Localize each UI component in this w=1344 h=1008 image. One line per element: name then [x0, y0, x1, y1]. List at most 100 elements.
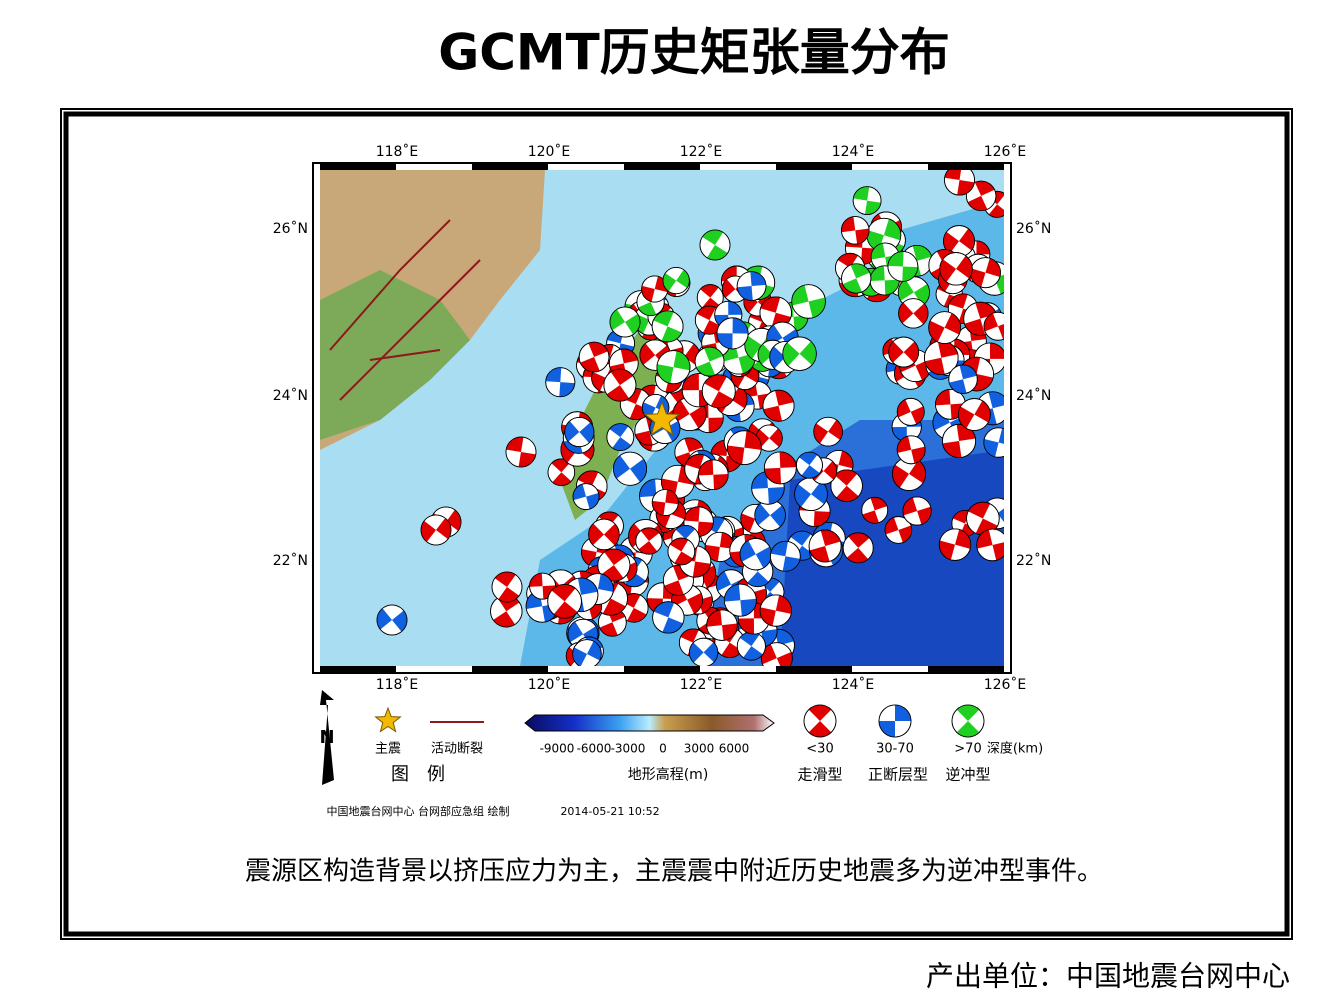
ball-quadrant	[577, 577, 598, 595]
ball-quadrant	[599, 622, 618, 637]
ball-outline	[782, 336, 817, 371]
ball-outline	[842, 532, 874, 564]
lon-label-bottom: 118˚E	[376, 676, 419, 693]
ball-quadrant	[717, 333, 733, 349]
mechanism-type: 正断层型	[868, 766, 928, 784]
ball-outline	[759, 594, 792, 627]
ball-quadrant	[656, 364, 674, 384]
ball-quadrant	[911, 446, 926, 464]
ball-outline	[572, 483, 600, 510]
ball-quadrant	[769, 346, 786, 369]
ball-quadrant	[377, 608, 392, 630]
fault	[369, 349, 441, 361]
focal-mechanism	[896, 397, 925, 426]
ball-quadrant	[673, 350, 691, 371]
ball-quadrant	[625, 572, 646, 587]
ball-quadrant	[653, 601, 675, 618]
colorbar-tick: -6000	[577, 742, 612, 756]
ball-quadrant	[728, 301, 742, 315]
ball-quadrant	[603, 523, 620, 546]
ball-quadrant	[976, 529, 993, 549]
legend-star	[374, 706, 402, 733]
ball-quadrant	[988, 391, 1004, 409]
ball-quadrant	[898, 279, 914, 301]
ball-quadrant	[506, 436, 524, 452]
frame-bar	[776, 666, 852, 672]
ball-quadrant	[696, 361, 716, 377]
ball-quadrant	[498, 587, 520, 602]
ball-outline	[603, 368, 637, 402]
frame-bar	[320, 666, 396, 672]
ball-quadrant	[639, 479, 657, 498]
ball-outline	[376, 604, 408, 636]
ball-outline	[841, 263, 872, 294]
colorbar-tick: 6000	[719, 742, 750, 756]
focal-mechanism	[888, 336, 920, 368]
focal-mechanism	[547, 584, 582, 619]
focal-mechanism	[376, 604, 408, 636]
ball-quadrant	[722, 279, 736, 298]
ball-quadrant	[675, 525, 696, 540]
ball-quadrant	[811, 481, 828, 505]
ball-quadrant	[706, 609, 722, 627]
focal-mechanism	[759, 594, 792, 627]
focal-mechanism	[884, 516, 913, 544]
focal-mechanism	[983, 311, 1004, 341]
ball-quadrant	[740, 513, 756, 533]
frame-bar	[320, 164, 396, 170]
ball-outline	[578, 341, 610, 373]
ball-outline	[841, 216, 870, 245]
caption: 震源区构造背景以挤压应力为主，主震震中附近历史地震多为逆冲型事件。	[245, 857, 1103, 887]
focal-mechanism	[965, 180, 997, 212]
colorbar-ticks: -9000 -6000 -3000 0 3000 6000	[540, 742, 750, 756]
basin	[780, 450, 1004, 666]
title: GCMT历史矩张量分布	[438, 24, 950, 82]
lat-label-left: 26˚N	[273, 220, 308, 237]
focal-mechanism	[588, 518, 620, 551]
ball-quadrant	[790, 531, 811, 546]
focal-mechanism	[694, 305, 724, 335]
ball-quadrant	[683, 506, 700, 522]
map-body	[320, 170, 1004, 666]
ball-quadrant	[769, 428, 783, 447]
ball-quadrant	[850, 263, 870, 279]
mainshock-star	[643, 400, 681, 436]
ball-outline	[813, 416, 843, 447]
focal-mechanism	[813, 416, 843, 447]
focal-mechanism	[957, 398, 991, 431]
ball-quadrant	[937, 340, 958, 358]
ball-outline	[736, 271, 767, 301]
ball-quadrant	[551, 458, 571, 473]
ball-quadrant	[973, 374, 994, 391]
colorbar-tick: 0	[659, 742, 667, 756]
ball-quadrant	[942, 440, 962, 458]
ball-quadrant	[625, 313, 641, 335]
lat-label-right: 26˚N	[1016, 220, 1051, 237]
ball-quadrant	[664, 580, 684, 596]
focal-mechanism	[769, 540, 801, 572]
ball-outline	[983, 427, 1004, 458]
ball-quadrant	[640, 527, 660, 542]
focal-mechanism	[651, 310, 684, 343]
ball-quadrant	[895, 705, 911, 721]
ball-outline	[928, 311, 962, 344]
mechanism-depth: 30-70	[876, 742, 914, 757]
focal-mechanisms	[376, 170, 1004, 666]
ball-quadrant	[689, 642, 704, 663]
ball-quadrant	[609, 423, 629, 438]
ball-outline	[635, 527, 663, 555]
focal-mechanism	[878, 704, 912, 738]
focal-mechanism	[651, 489, 679, 516]
focal-mechanism	[902, 496, 932, 526]
ball-outline	[688, 637, 719, 666]
ball-outline	[609, 306, 641, 338]
ball-outline	[944, 170, 975, 196]
ball-outline	[760, 642, 793, 666]
ball-quadrant	[730, 385, 748, 409]
ball-quadrant	[698, 459, 714, 476]
ball-quadrant	[638, 541, 658, 555]
focal-mechanism	[948, 364, 978, 394]
ball-outline	[656, 350, 691, 385]
ball-quadrant	[928, 320, 945, 343]
ball-quadrant	[591, 372, 606, 391]
